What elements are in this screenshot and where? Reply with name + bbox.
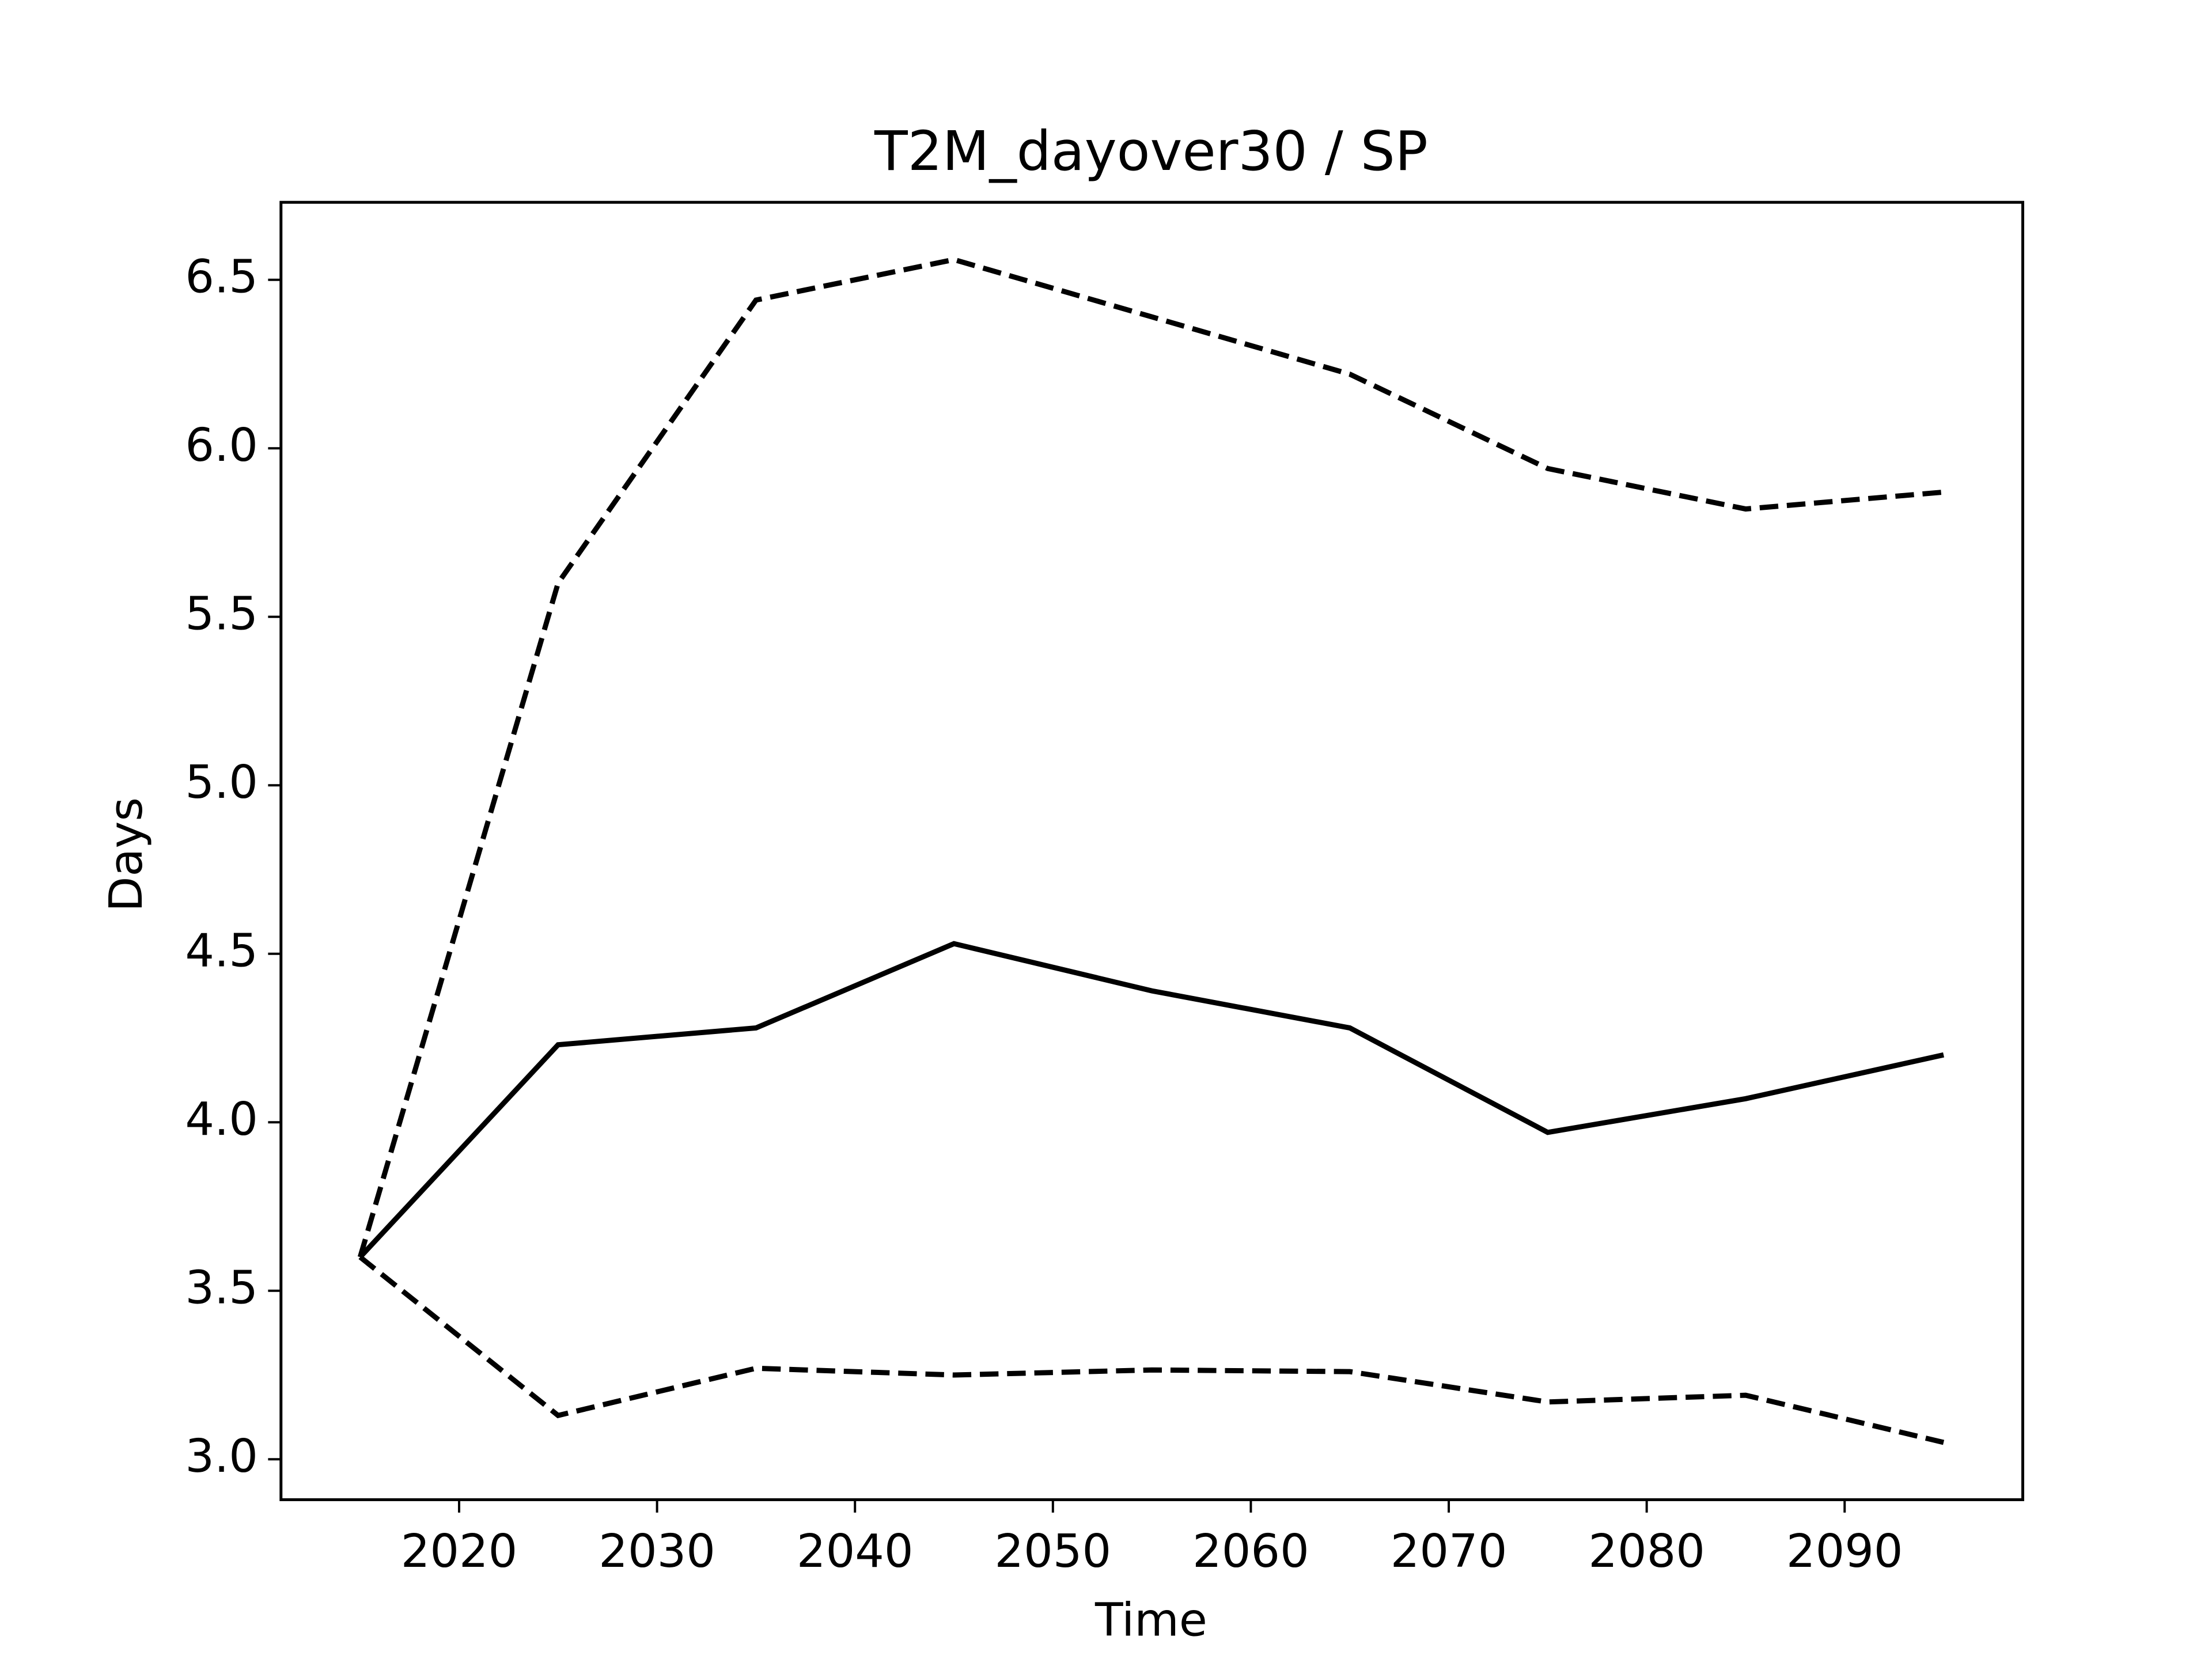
x-tick-label: 2060 [1192,1524,1309,1578]
x-axis-label: Time [1094,1593,1207,1646]
x-tick-label: 2040 [797,1524,914,1578]
y-axis-label: Days [99,797,153,912]
y-tick-label: 4.0 [185,1092,258,1146]
data-line [357,257,1944,1258]
y-tick-label: 6.5 [185,250,258,304]
x-tick-label: 2070 [1391,1524,1508,1578]
y-tick-label: 6.0 [185,418,258,472]
x-tick-label: 2020 [401,1524,518,1578]
y-tick-label: 5.5 [185,587,258,641]
y-tick-label: 5.0 [185,755,258,809]
plot-frame [279,200,2024,1501]
chart-title: T2M_dayover30 / SP [874,120,1428,183]
x-tick-label: 2030 [599,1524,715,1578]
x-tick-label: 2090 [1786,1524,1903,1578]
x-tick-label: 2080 [1588,1524,1705,1578]
y-tick-label: 4.5 [185,924,258,978]
data-line [358,941,1945,1259]
y-tick-label: 3.0 [185,1429,258,1483]
x-tick-label: 2050 [995,1524,1112,1578]
y-tick-label: 3.5 [185,1261,258,1315]
data-line [358,1255,1945,1445]
